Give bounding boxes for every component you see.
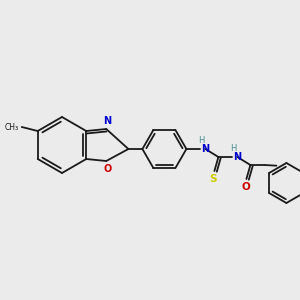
Text: H: H bbox=[230, 144, 237, 153]
Text: O: O bbox=[241, 182, 250, 192]
Text: CH₃: CH₃ bbox=[4, 122, 19, 131]
Text: H: H bbox=[198, 136, 205, 145]
Text: O: O bbox=[103, 164, 111, 174]
Text: N: N bbox=[233, 152, 242, 162]
Text: S: S bbox=[210, 174, 217, 184]
Text: N: N bbox=[201, 144, 209, 154]
Text: N: N bbox=[103, 116, 111, 126]
